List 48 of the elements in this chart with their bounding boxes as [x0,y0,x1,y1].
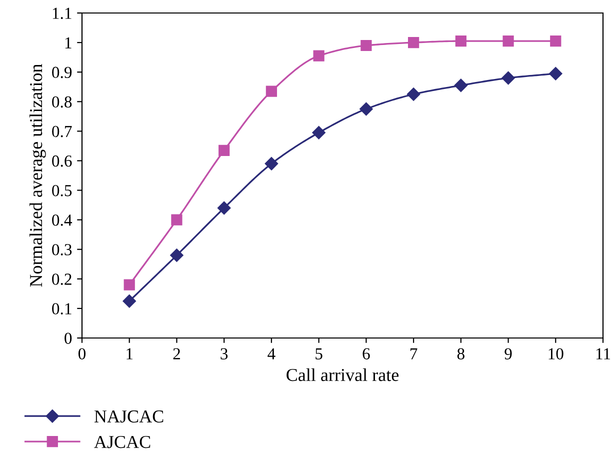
point [550,36,562,47]
x-tick-label: 1 [126,348,133,360]
y-tick-label: 0.2 [52,274,72,285]
point [170,248,184,262]
y-tick-label: 0.7 [52,126,72,138]
point [313,50,324,62]
point [408,36,420,48]
x-axis-title: Call arrival rate [286,368,399,382]
point [406,88,420,101]
y-tick-label: 0.3 [52,244,72,256]
x-tick-label: 8 [457,348,464,360]
point [455,36,466,47]
point [502,71,515,85]
x-tick-label: 4 [268,348,276,360]
point [266,86,278,97]
y-tick-label: 0.4 [52,214,72,226]
legend-label: NAJCAC [94,410,164,423]
y-tick-label: 1.1 [52,8,72,20]
y-tick-label: 0 [64,332,72,344]
y-tick-label: 0.1 [52,303,72,314]
x-tick-label: 2 [173,348,180,360]
y-tick-label: 1 [65,37,72,48]
point [312,126,326,140]
point [218,201,231,215]
legend-label: AJCAC [94,436,150,448]
x-tick-label: 0 [78,348,86,360]
y-tick-label: 0.6 [52,155,72,167]
point [218,144,230,156]
y-tick-label: 0.5 [52,184,72,196]
x-tick-label: 11 [596,348,610,360]
x-tick-label: 7 [410,348,418,360]
y-tick-label: 0.9 [52,66,72,78]
point [264,157,278,170]
y-axis-title: Normalized average utilization [29,64,46,287]
point [360,40,372,52]
point [549,66,562,80]
x-tick-label: 5 [316,348,322,360]
x-tick-label: 6 [362,348,370,360]
point [124,279,135,290]
point [171,214,182,226]
point [122,294,136,308]
x-tick-label: 9 [504,348,512,360]
y-tick-label: 0.8 [52,96,72,108]
point [502,36,514,47]
point [360,102,373,116]
point [454,78,468,92]
x-tick-label: 10 [548,348,564,360]
x-tick-label: 3 [220,348,228,360]
